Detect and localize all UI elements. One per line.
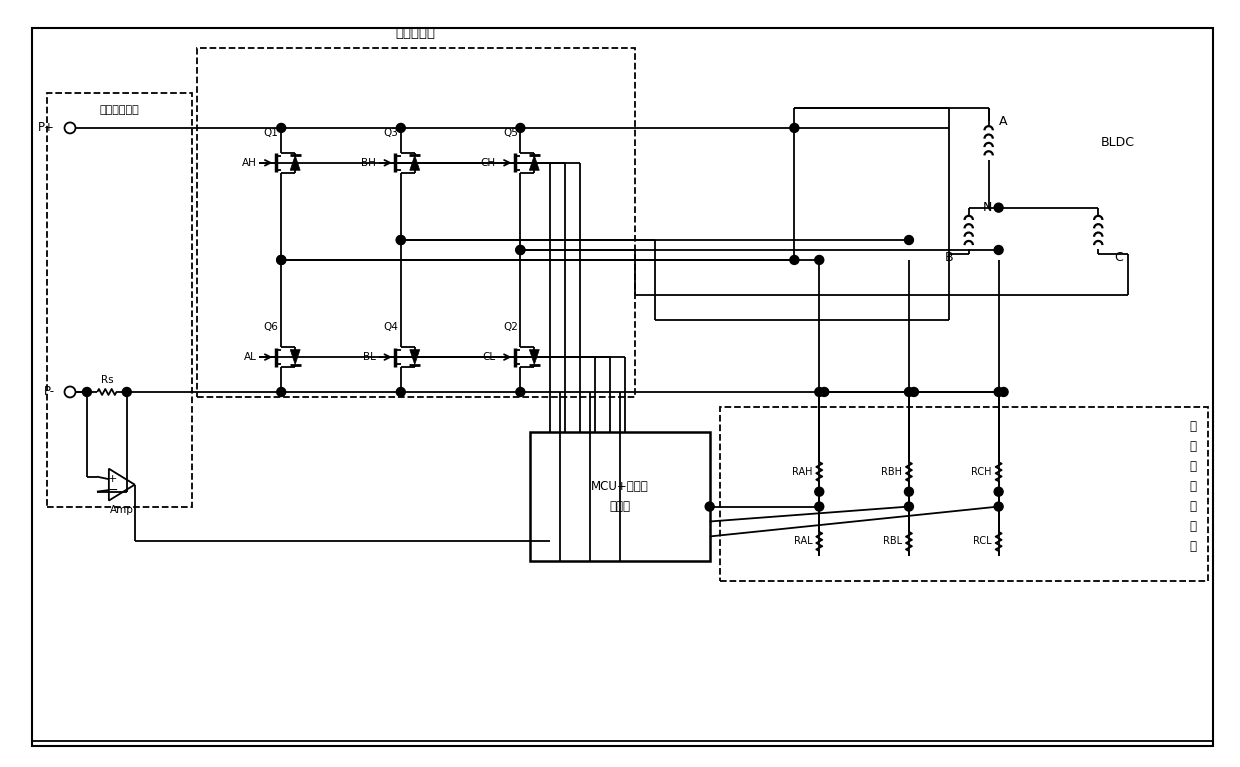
Text: 块: 块 xyxy=(1189,540,1197,553)
Text: 势: 势 xyxy=(1189,460,1197,473)
Text: Q6: Q6 xyxy=(264,322,279,332)
Circle shape xyxy=(123,387,131,397)
Circle shape xyxy=(994,387,1003,397)
Text: 动模块: 动模块 xyxy=(610,500,630,513)
Text: P+: P+ xyxy=(38,121,55,134)
Text: Amp: Amp xyxy=(110,505,134,515)
Circle shape xyxy=(904,487,914,496)
Circle shape xyxy=(516,245,525,255)
Text: Q4: Q4 xyxy=(383,322,398,332)
Circle shape xyxy=(516,123,525,133)
Text: 反: 反 xyxy=(1189,420,1197,433)
Text: 三相逆变桥: 三相逆变桥 xyxy=(396,28,435,40)
Text: 采: 采 xyxy=(1189,480,1197,493)
Text: N: N xyxy=(982,201,992,214)
Circle shape xyxy=(815,387,823,397)
Text: −: − xyxy=(108,484,118,496)
Text: RBL: RBL xyxy=(883,536,901,546)
Text: BLDC: BLDC xyxy=(1101,137,1135,150)
Text: MCU+功率驱: MCU+功率驱 xyxy=(591,480,649,493)
Text: AL: AL xyxy=(243,352,257,362)
Circle shape xyxy=(277,255,285,265)
Circle shape xyxy=(909,387,919,397)
Text: RAH: RAH xyxy=(792,466,812,476)
Circle shape xyxy=(994,203,1003,212)
Text: CH: CH xyxy=(480,158,496,168)
Text: Rs: Rs xyxy=(100,376,113,386)
Text: C: C xyxy=(1114,251,1122,264)
Polygon shape xyxy=(290,156,300,170)
Circle shape xyxy=(904,235,914,245)
Polygon shape xyxy=(529,350,539,364)
Circle shape xyxy=(815,502,823,511)
Bar xyxy=(47,93,191,506)
Polygon shape xyxy=(409,350,419,364)
Text: 电流采样模块: 电流采样模块 xyxy=(99,105,139,115)
Circle shape xyxy=(815,487,823,496)
Circle shape xyxy=(397,123,405,133)
Text: RAL: RAL xyxy=(794,536,812,546)
Bar xyxy=(719,407,1208,581)
Circle shape xyxy=(999,387,1008,397)
Circle shape xyxy=(516,245,525,255)
Circle shape xyxy=(397,235,405,245)
Text: P-: P- xyxy=(43,386,55,399)
Text: 集: 集 xyxy=(1189,500,1197,513)
Circle shape xyxy=(277,255,285,265)
Polygon shape xyxy=(290,350,300,364)
Circle shape xyxy=(516,387,525,397)
Circle shape xyxy=(397,235,405,245)
Circle shape xyxy=(820,387,828,397)
Text: 电: 电 xyxy=(1189,440,1197,453)
Text: RCL: RCL xyxy=(973,536,992,546)
Polygon shape xyxy=(529,156,539,170)
Bar xyxy=(531,432,709,561)
Text: BH: BH xyxy=(361,158,376,168)
Circle shape xyxy=(277,387,285,397)
Circle shape xyxy=(994,245,1003,255)
Text: CL: CL xyxy=(482,352,496,362)
Text: Q2: Q2 xyxy=(503,322,518,332)
Circle shape xyxy=(277,123,285,133)
Text: RCH: RCH xyxy=(971,466,992,476)
Circle shape xyxy=(706,502,714,511)
Text: Q1: Q1 xyxy=(264,128,279,138)
Text: B: B xyxy=(945,251,954,264)
Circle shape xyxy=(815,255,823,265)
Text: A: A xyxy=(999,114,1008,127)
Circle shape xyxy=(790,255,799,265)
Circle shape xyxy=(994,487,1003,496)
Text: AH: AH xyxy=(242,158,257,168)
Polygon shape xyxy=(409,156,419,170)
Circle shape xyxy=(904,502,914,511)
Text: Q3: Q3 xyxy=(383,128,398,138)
Text: RBH: RBH xyxy=(880,466,901,476)
Circle shape xyxy=(82,387,92,397)
Text: +: + xyxy=(108,474,118,484)
Text: Q5: Q5 xyxy=(503,128,518,138)
Circle shape xyxy=(904,387,914,397)
Circle shape xyxy=(397,387,405,397)
Text: 模: 模 xyxy=(1189,520,1197,533)
Text: BL: BL xyxy=(363,352,376,362)
Circle shape xyxy=(994,502,1003,511)
Bar xyxy=(196,48,635,397)
Circle shape xyxy=(790,123,799,133)
